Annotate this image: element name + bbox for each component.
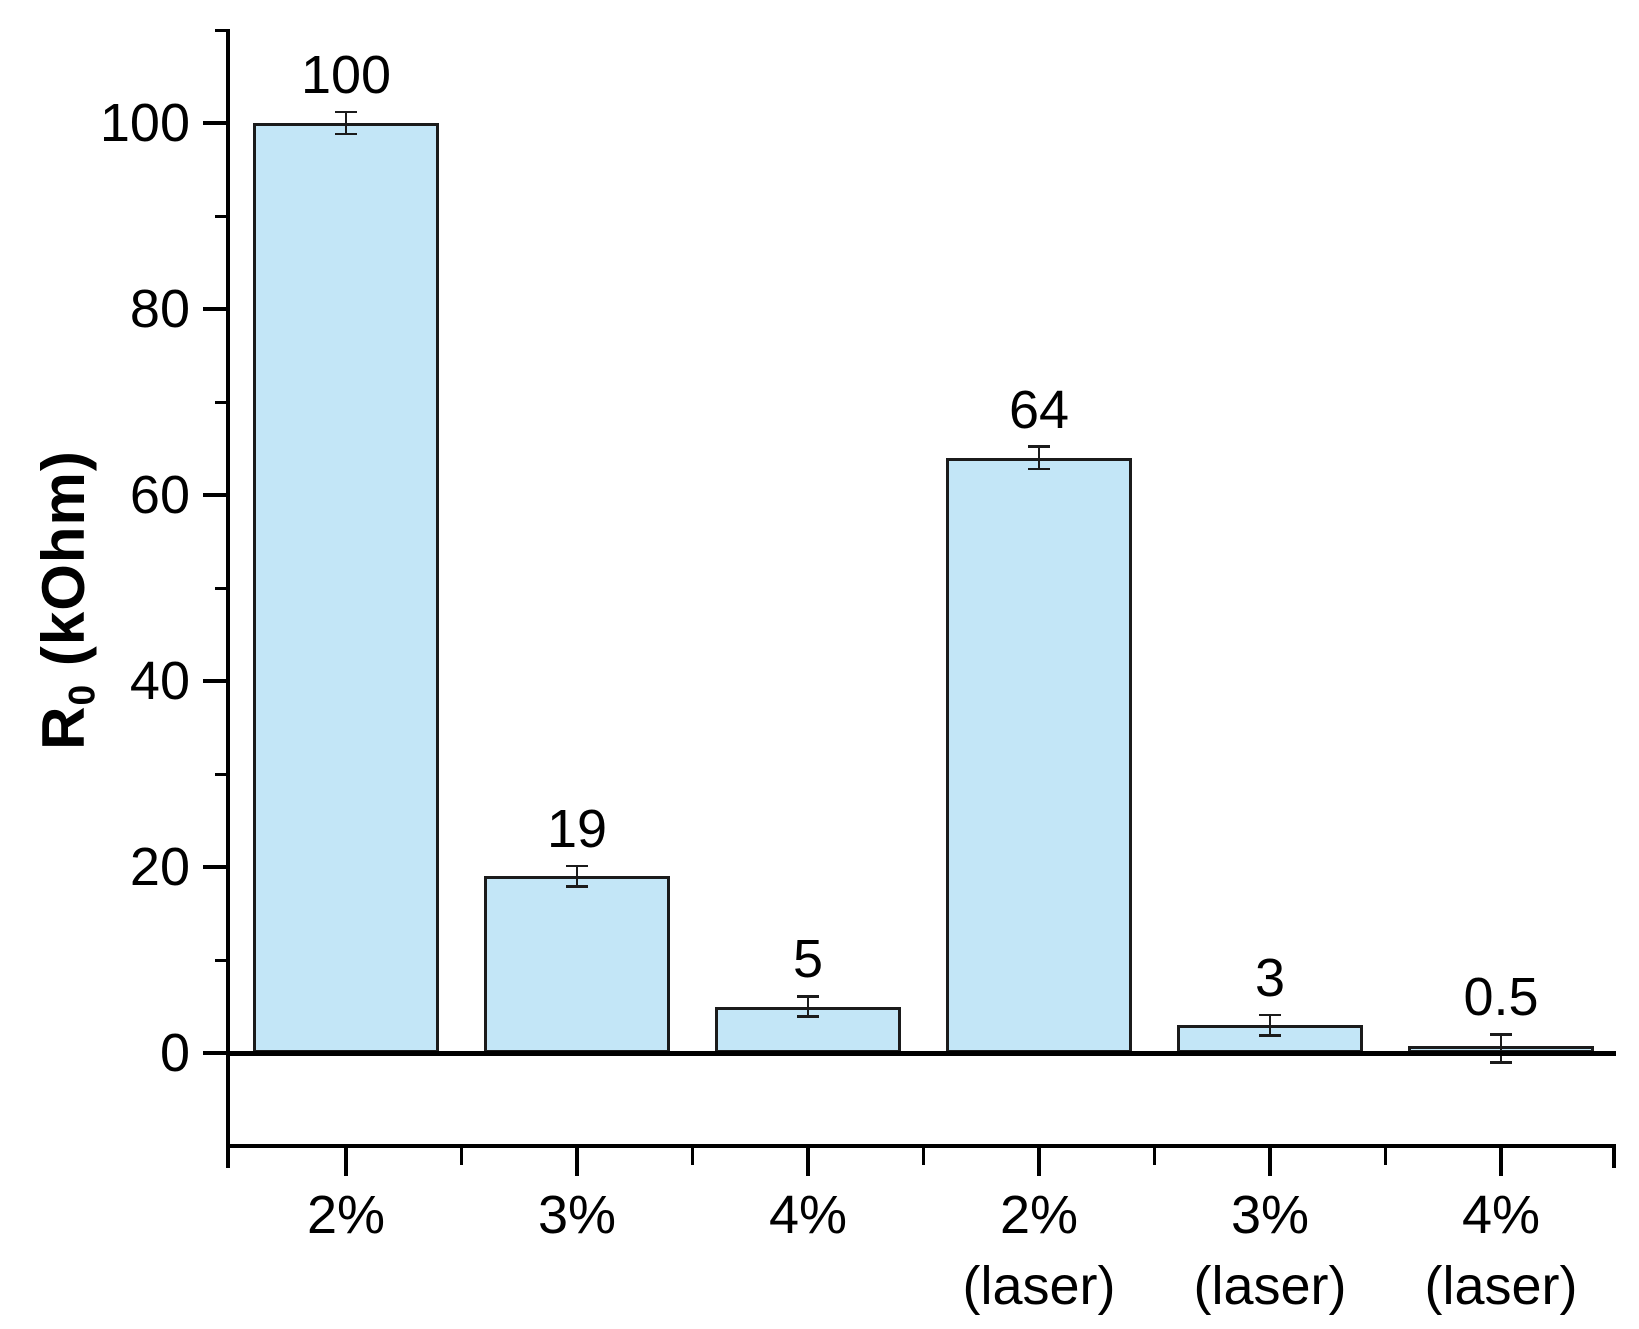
bar-value-label: 3	[1254, 947, 1286, 1008]
bar-value-label: 0.5	[1463, 967, 1539, 1028]
bar	[253, 123, 439, 1053]
x-major-tick	[1268, 1148, 1272, 1176]
x-major-tick	[1499, 1148, 1503, 1176]
error-bar-cap	[1028, 445, 1050, 448]
zero-baseline	[230, 1051, 1616, 1056]
bar-value-label: 64	[1008, 379, 1070, 440]
error-bar-cap	[566, 864, 588, 868]
x-tick-label: 2%	[306, 1185, 386, 1245]
y-major-tick	[203, 865, 230, 869]
x-axis-end-tick	[226, 1148, 230, 1168]
x-major-tick	[344, 1148, 348, 1176]
y-major-tick	[203, 1051, 230, 1055]
error-bar-cap	[797, 995, 819, 998]
error-bar-line	[575, 866, 579, 887]
x-major-tick	[806, 1148, 810, 1176]
bar-value-label: 100	[300, 44, 392, 105]
x-tick-sublabel: (laser)	[1193, 1256, 1347, 1316]
error-bar-line	[806, 996, 810, 1017]
x-tick-label: 2%	[999, 1185, 1079, 1245]
y-minor-tick	[215, 400, 230, 404]
error-bar-line	[1268, 1014, 1272, 1036]
x-minor-tick	[460, 1148, 463, 1165]
y-tick-label: 40	[129, 651, 190, 711]
error-bar-cap	[797, 1015, 819, 1018]
x-minor-tick	[691, 1148, 694, 1165]
x-major-tick	[1037, 1148, 1041, 1176]
y-tick-label: 60	[129, 465, 190, 525]
error-bar-line	[344, 111, 348, 135]
x-tick-sublabel: (laser)	[1424, 1256, 1578, 1316]
error-bar-cap	[335, 132, 357, 136]
y-axis-line	[226, 30, 230, 1148]
x-axis-line	[226, 1144, 1616, 1148]
error-bar-cap	[1259, 1034, 1281, 1037]
error-bar-cap	[1490, 1033, 1512, 1036]
error-bar-cap	[566, 885, 588, 888]
y-major-tick	[203, 307, 230, 311]
y-major-tick	[203, 493, 230, 497]
x-minor-tick	[1384, 1148, 1387, 1165]
y-minor-tick	[215, 586, 230, 590]
y-tick-label: 0	[159, 1023, 190, 1083]
bar	[946, 457, 1132, 1053]
x-tick-label: 3%	[537, 1185, 617, 1245]
y-minor-tick	[215, 772, 230, 776]
x-major-tick	[575, 1148, 579, 1176]
error-bar-cap	[335, 110, 357, 114]
x-tick-label: 4%	[1461, 1185, 1541, 1245]
x-minor-tick	[922, 1148, 925, 1165]
error-bar-cap	[1028, 467, 1050, 471]
y-minor-tick	[215, 958, 230, 962]
bar-value-label: 5	[792, 929, 824, 990]
error-bar-line	[1037, 446, 1041, 469]
y-minor-tick	[215, 214, 230, 218]
x-axis-end-tick	[1612, 1148, 1616, 1168]
error-bar-cap	[1259, 1013, 1281, 1017]
x-tick-label: 3%	[1230, 1185, 1310, 1245]
y-minor-tick	[215, 28, 230, 32]
bar	[484, 876, 670, 1053]
y-tick-label: 100	[99, 93, 190, 153]
x-minor-tick	[1153, 1148, 1156, 1165]
error-bar-line	[1499, 1034, 1503, 1063]
y-major-tick	[203, 679, 230, 683]
y-tick-label: 80	[129, 279, 190, 339]
error-bar-cap	[1490, 1061, 1512, 1064]
y-major-tick	[203, 121, 230, 125]
y-tick-label: 20	[129, 837, 190, 897]
x-tick-sublabel: (laser)	[962, 1256, 1116, 1316]
bar-value-label: 19	[546, 799, 608, 860]
x-tick-label: 4%	[768, 1185, 848, 1245]
